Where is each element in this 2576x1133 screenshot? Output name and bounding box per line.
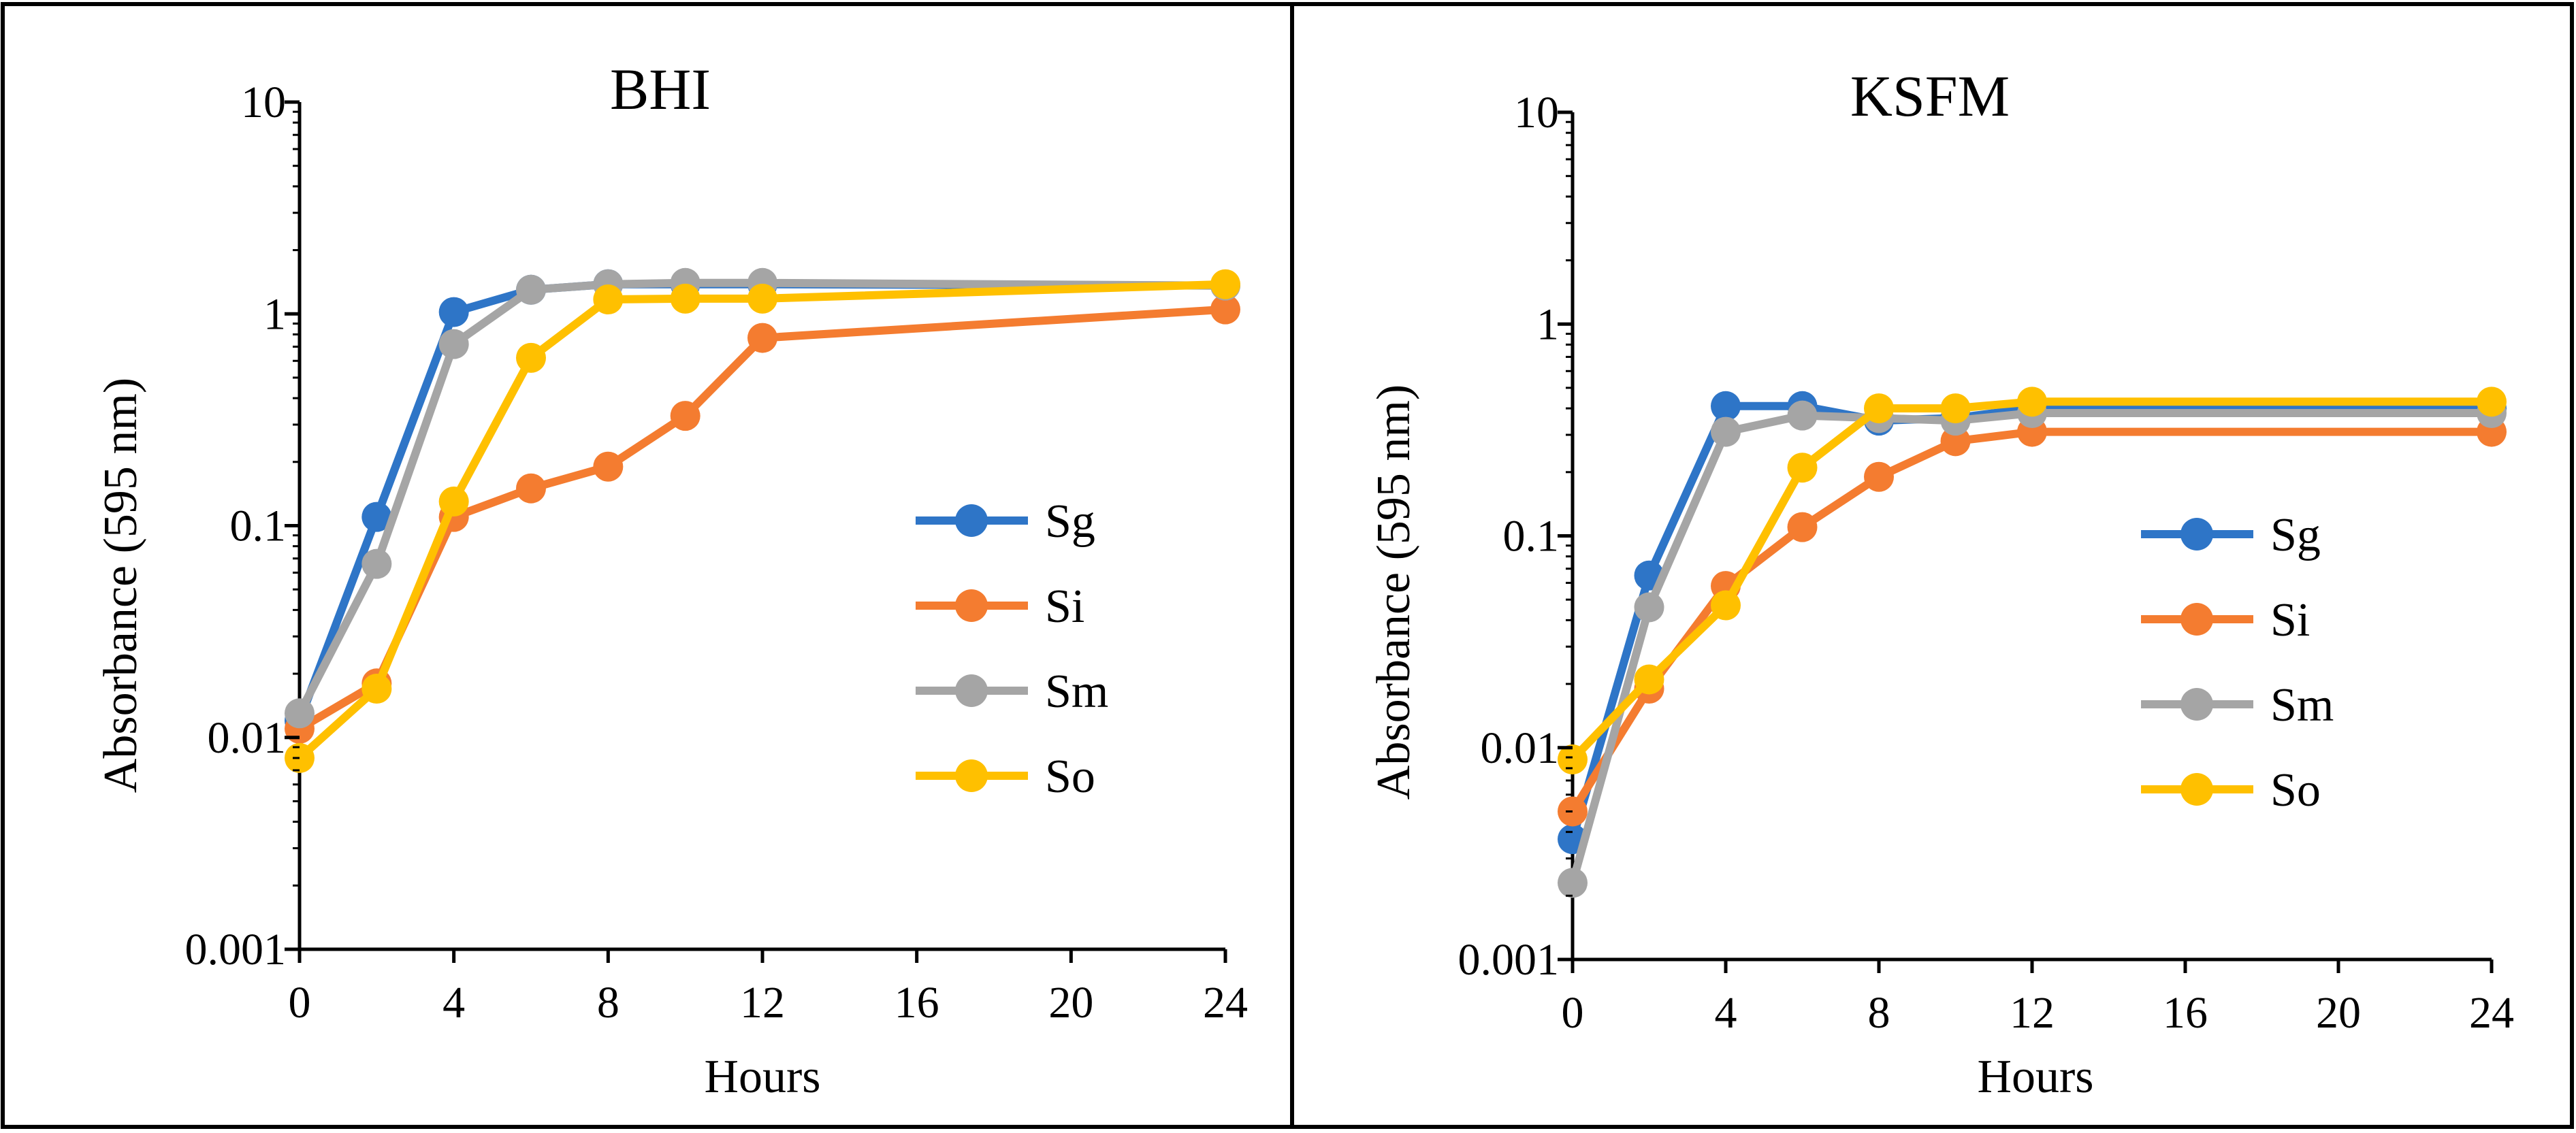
data-point-so (438, 487, 469, 517)
y-axis-title: Absorbance (595 nm) (1368, 384, 1420, 800)
x-tick-label: 8 (597, 978, 619, 1028)
legend-label: Sg (1045, 495, 1095, 548)
x-tick-label: 4 (442, 978, 465, 1028)
legend-label: Sm (1045, 666, 1108, 718)
data-point-so (1711, 590, 1741, 621)
x-tick-label: 0 (1562, 988, 1584, 1038)
data-point-si (747, 323, 777, 353)
data-point-so (2477, 387, 2507, 417)
chart-ksfm: KSFM 0 4 8 12 16 20 24 0.001 0.01 0.1 1 10 Hours A… (1368, 63, 2514, 1103)
data-point-so (361, 674, 392, 704)
x-tick-label: 0 (289, 978, 311, 1028)
legend-label: Sg (2270, 509, 2321, 561)
data-point-so (1634, 664, 1664, 695)
legend-label: So (1045, 751, 1095, 803)
data-point-so (670, 283, 701, 314)
x-tick-label: 20 (1048, 978, 1093, 1028)
data-point-si (516, 473, 546, 504)
data-point-so (1864, 393, 1894, 424)
x-tick-label: 12 (2010, 988, 2055, 1038)
data-point-sg (438, 297, 469, 327)
legend-marker-si (2180, 603, 2213, 636)
y-tick-label: 10 (1514, 88, 1559, 137)
data-point-sg (361, 502, 392, 532)
legend-marker-so (955, 759, 988, 792)
data-point-sm (1558, 868, 1588, 898)
data-point-so (1940, 393, 1971, 424)
x-tick-label: 20 (2316, 988, 2361, 1038)
data-point-sm (361, 548, 392, 579)
data-point-si (1864, 461, 1894, 492)
data-point-sm (516, 274, 546, 305)
x-tick-label: 24 (2469, 988, 2514, 1038)
y-tick-label: 1 (263, 289, 286, 339)
y-tick-label: 0.1 (1503, 512, 1560, 561)
data-point-sg (1711, 391, 1741, 421)
x-tick-label: 16 (895, 978, 939, 1028)
chart-bhi: BHI 0 4 8 12 16 20 24 0.001 0.01 0.1 1 10 Hours Ab… (95, 56, 1248, 1103)
data-point-so (1210, 269, 1240, 299)
x-tick-label: 24 (1203, 978, 1248, 1028)
legend-marker-sm (955, 674, 988, 707)
y-tick-label: 0.001 (185, 925, 287, 974)
chart-title: KSFM (1850, 63, 2010, 129)
x-tick-label: 12 (740, 978, 785, 1028)
legend-marker-sg (955, 504, 988, 537)
x-tick-label: 4 (1715, 988, 1737, 1038)
legend-marker-sm (2180, 688, 2213, 721)
data-point-so (747, 283, 777, 314)
data-point-sm (1787, 400, 1818, 431)
data-point-sm (438, 329, 469, 359)
y-tick-label: 0.01 (208, 713, 287, 763)
legend-label: Sm (2270, 679, 2334, 732)
legend-label: Si (2270, 594, 2310, 646)
data-point-sm (285, 698, 315, 729)
x-axis-title: Hours (704, 1051, 820, 1103)
x-tick-label: 8 (1868, 988, 1890, 1038)
y-tick-label: 0.1 (230, 502, 287, 551)
data-point-sm (1634, 592, 1664, 623)
x-axis-title: Hours (1977, 1051, 2093, 1103)
data-point-si (670, 401, 701, 431)
y-tick-label: 0.001 (1458, 935, 1560, 985)
data-point-si (1210, 294, 1240, 325)
data-point-so (593, 284, 624, 315)
legend-marker-sg (2180, 518, 2213, 551)
y-tick-label: 0.01 (1481, 723, 1560, 773)
x-tick-label: 16 (2163, 988, 2208, 1038)
chart-title: BHI (610, 56, 711, 122)
data-point-si (593, 451, 624, 482)
panel-frame-right (1290, 2, 2574, 1129)
data-point-si (1787, 512, 1818, 542)
y-tick-label: 10 (241, 78, 286, 127)
legend-label: Si (1045, 580, 1084, 633)
data-point-si (1940, 426, 1971, 457)
legend-marker-si (955, 589, 988, 622)
data-point-so (1787, 453, 1818, 483)
data-point-so (516, 342, 546, 373)
data-point-so (2017, 387, 2047, 417)
legend-label: So (2270, 764, 2321, 817)
y-tick-label: 1 (1536, 299, 1559, 349)
data-point-so (1558, 744, 1588, 775)
data-point-sm (1711, 416, 1741, 447)
y-axis-title: Absorbance (595 nm) (95, 378, 147, 793)
legend-marker-so (2180, 773, 2213, 806)
